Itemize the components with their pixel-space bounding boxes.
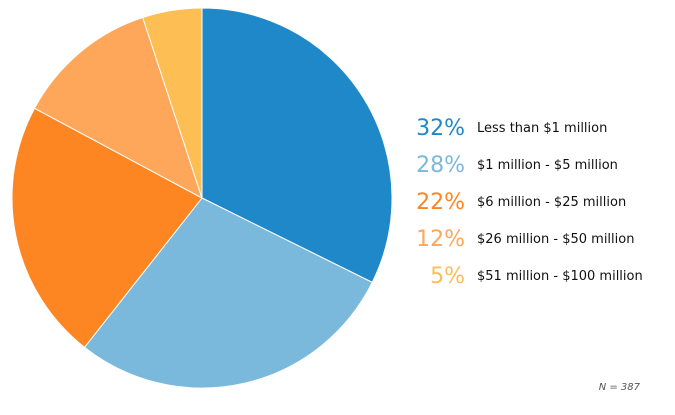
legend-label: $1 million - $5 million xyxy=(477,158,618,173)
legend-percent: 32% xyxy=(416,116,465,141)
sample-size-note: N = 387 xyxy=(598,382,640,393)
pie-slice-5 xyxy=(142,7,203,199)
legend-percent: 22% xyxy=(416,190,465,215)
legend-label: $6 million - $25 million xyxy=(477,195,627,210)
pie-slice-2 xyxy=(83,197,373,389)
legend-percent: 28% xyxy=(416,153,465,178)
legend-item-1: 32% Less than $1 million xyxy=(405,110,670,147)
legend-item-4: 12% $26 million - $50 million xyxy=(405,221,670,258)
legend-percent: 5% xyxy=(430,264,465,289)
pie-slices xyxy=(11,7,393,389)
legend-percent: 12% xyxy=(416,227,465,252)
pie-slice-3 xyxy=(11,107,203,349)
legend: 32% Less than $1 million 28% $1 million - $… xyxy=(405,110,670,295)
legend-label: Less than $1 million xyxy=(477,121,608,136)
legend-item-2: 28% $1 million - $5 million xyxy=(405,147,670,184)
pie-slice-1 xyxy=(201,7,393,284)
legend-label: $26 million - $50 million xyxy=(477,232,635,247)
legend-item-5: 5% $51 million - $100 million xyxy=(405,258,670,295)
pie-slice-4 xyxy=(33,16,203,200)
legend-item-3: 22% $6 million - $25 million xyxy=(405,184,670,221)
legend-label: $51 million - $100 million xyxy=(477,269,643,284)
